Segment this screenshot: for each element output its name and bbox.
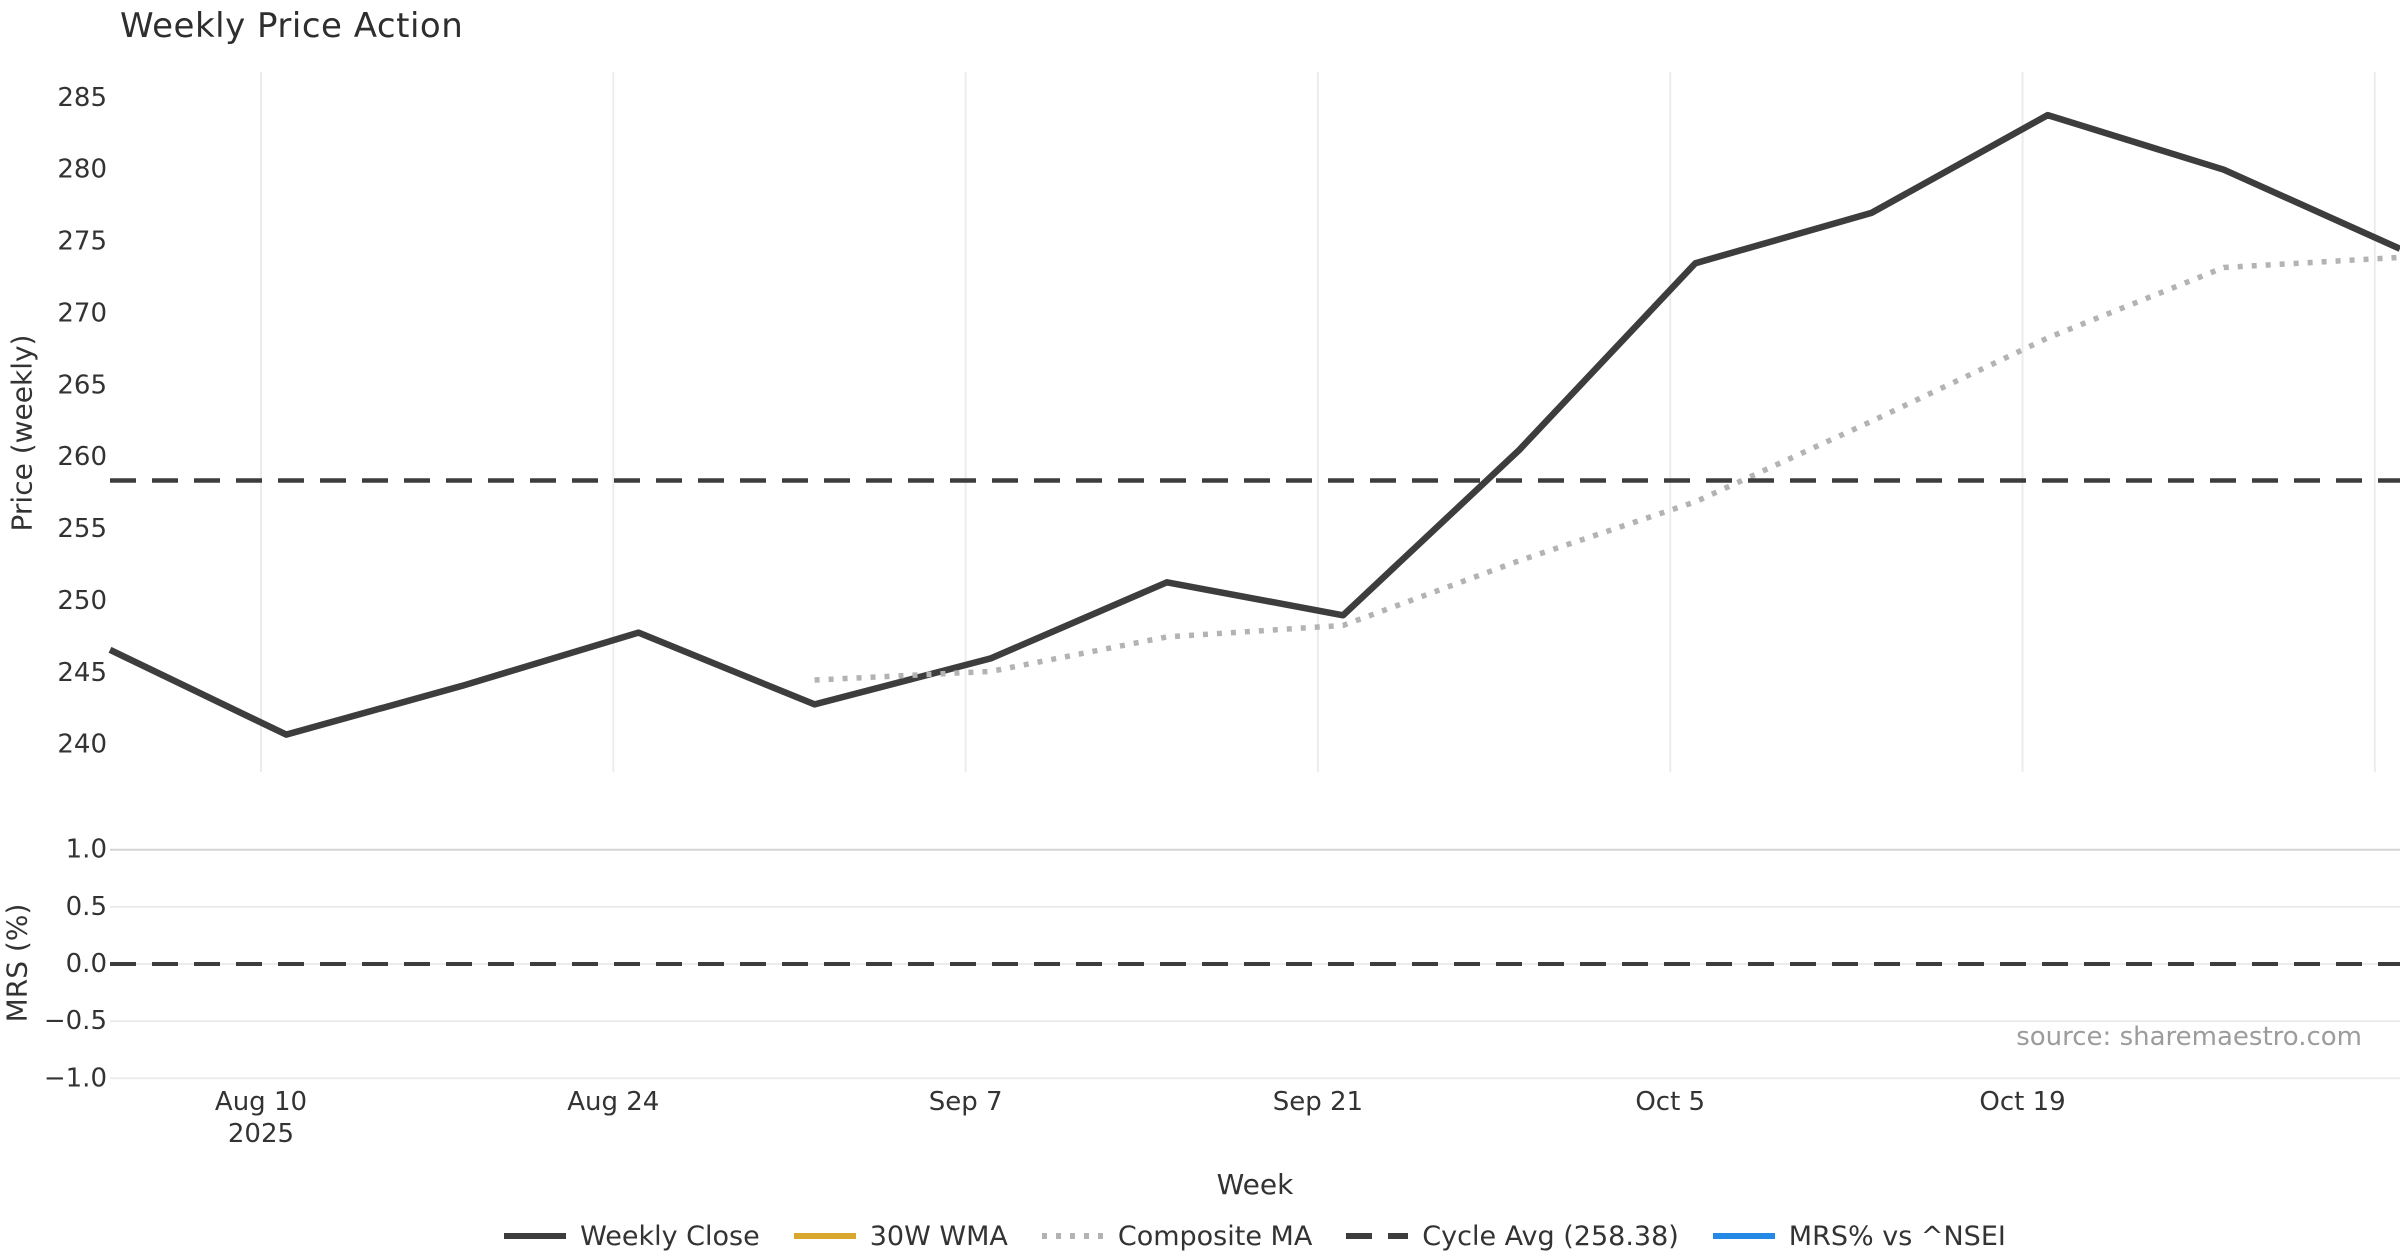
y-tick-label: −1.0 [44,1063,107,1093]
series-weekly-close [108,111,2400,738]
series-composite-ma [814,254,2400,683]
legend-item-label: Cycle Avg (258.38) [1422,1220,1679,1252]
y-tick-label: 250 [57,586,107,616]
legend-swatch-icon [1346,1233,1409,1239]
y-tick-label: 270 [57,298,107,328]
y-tick-label: 285 [57,83,107,113]
x-tick-label: Aug 10 [215,1087,307,1117]
legend-swatch-icon [504,1233,567,1239]
legend-swatch-icon [1712,1233,1775,1239]
legend-swatch-icon [793,1233,856,1239]
y-tick-label: 265 [57,370,107,400]
chart-legend: Weekly Close 30W WMA Composite MA Cycle Avg… [110,1216,2400,1256]
legend-item-label: MRS% vs ^NSEI [1788,1220,2006,1252]
y-tick-label: 240 [57,730,107,760]
x-tick-label: Oct 5 [1635,1087,1705,1117]
legend-item-label: 30W WMA [869,1220,1008,1252]
legend-item-label: Weekly Close [580,1220,760,1252]
legend-swatch-icon [1041,1233,1104,1239]
y-tick-label: 0.0 [66,949,107,979]
legend-item-composite-ma: Composite MA [1041,1220,1313,1252]
legend-item-cycle-avg-258-38-: Cycle Avg (258.38) [1346,1221,1679,1252]
y-tick-label: 0.5 [66,892,107,922]
x-tick-label: Oct 19 [1979,1087,2065,1117]
legend-item-30w-wma: 30W WMA [793,1220,1008,1252]
source-attribution: source: sharemaestro.com [2016,1022,2362,1052]
legend-item-label: Composite MA [1117,1220,1313,1252]
legend-item-weekly-close: Weekly Close [504,1221,760,1252]
y-tick-label: 1.0 [66,835,107,865]
y-tick-label: 245 [57,658,107,688]
mrs-axis-label: MRS (%) [0,903,34,1023]
x-axis-label: Week [1216,1168,1294,1201]
y-tick-label: 255 [57,514,107,544]
legend-item-mrs-vs-nsei: MRS% vs ^NSEI [1712,1220,2006,1252]
y-tick-label: −0.5 [44,1006,107,1036]
x-tick-label: Aug 24 [567,1087,659,1117]
y-tick-label: 260 [57,442,107,472]
x-tick-year-label: 2025 [228,1119,294,1149]
y-tick-label: 275 [57,227,107,257]
x-tick-label: Sep 7 [929,1087,1003,1117]
y-tick-label: 280 [57,155,107,185]
price-axis-label: Price (weekly) [5,334,39,532]
chart-title: Weekly Price Action [120,6,464,46]
x-tick-label: Sep 21 [1273,1087,1363,1117]
